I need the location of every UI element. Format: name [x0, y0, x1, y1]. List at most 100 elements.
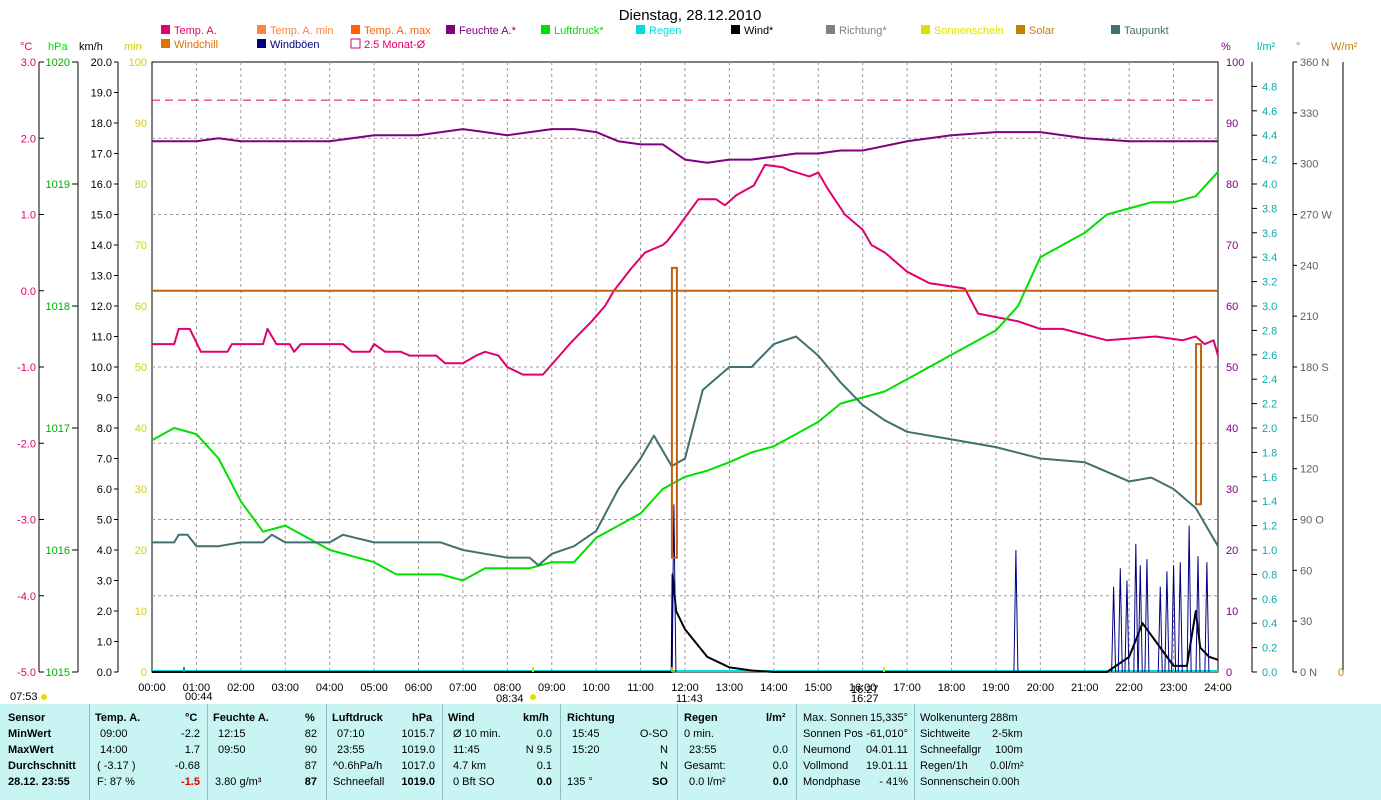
x-tick-label: 14:00	[760, 682, 788, 694]
hum-unit: %	[305, 712, 315, 724]
rain-amount: 0.0 l/m²	[689, 776, 726, 788]
temp-tick-label: 1.0	[21, 210, 36, 222]
series-luftdruck	[151, 171, 1219, 582]
rain-total-value: 0.0	[772, 760, 788, 772]
weather-chart: Dienstag, 28.12.2010 Temp. A.WindchillTe…	[10, 7, 1358, 704]
rain-unit: l/m²	[766, 712, 786, 724]
pressure-tick-label: 1020	[46, 57, 70, 69]
temp-unit: °C	[185, 712, 198, 724]
minutes-tick-label: 70	[135, 240, 147, 252]
solar-axis-unit: W/m²	[1331, 41, 1358, 53]
wind-run: 4.7 km	[453, 760, 487, 772]
x-tick-label: 01:00	[183, 682, 211, 694]
humidity-tick-label: 80	[1226, 179, 1238, 191]
humidity-tick-label: 60	[1226, 301, 1238, 313]
x-tick-label: 06:00	[405, 682, 433, 694]
rain-tick-label: 2.2	[1262, 399, 1277, 411]
temp-current-value: -1.5	[181, 776, 200, 788]
legend-label: Luftdruck*	[554, 25, 604, 37]
legend-swatch	[826, 25, 835, 34]
sun-max-label: Max. Sonnen	[803, 712, 868, 724]
direction-tick-label: 360 N	[1300, 57, 1329, 69]
wind-tick-label: 11.0	[91, 332, 112, 344]
dir-header: Richtung	[567, 712, 615, 724]
legend-label: Regen	[649, 25, 681, 37]
rain-tick-label: 4.8	[1262, 81, 1277, 93]
hum-current-value: 87	[304, 776, 317, 788]
hum-abs: 3.80 g/m³	[215, 776, 262, 788]
temp-avg-extra: ( -3.17 )	[97, 760, 136, 772]
rain-tick-label: 4.6	[1262, 106, 1277, 118]
hum-min-value: 82	[304, 728, 317, 740]
legend-label: Temp. A. min	[270, 25, 334, 37]
separator	[326, 704, 327, 800]
cloud-base-label: Wolkenunterg	[920, 712, 988, 724]
gust-spike	[1124, 580, 1130, 673]
x-tick-label: 18:00	[938, 682, 966, 694]
sun-pos-value: -61,010°	[866, 728, 908, 740]
pressure-tick-label: 1016	[46, 545, 70, 557]
legend-swatch	[731, 25, 740, 34]
gust-spike	[1177, 562, 1183, 673]
orange-range-bar	[670, 266, 678, 559]
humidity-tick-label: 10	[1226, 606, 1238, 618]
temp-tick-label: -1.0	[17, 362, 36, 374]
marker-time: 11:43	[676, 693, 703, 704]
wind-tick-label: 3.0	[97, 576, 112, 588]
rain-tick-label: 4.2	[1262, 155, 1277, 167]
x-tick-label: 16:00	[849, 682, 877, 694]
legend-swatch	[257, 25, 266, 34]
rain-rate-value: 0.0l/m²	[990, 760, 1024, 772]
series-temp-a	[152, 163, 1219, 376]
separator	[207, 704, 208, 800]
rain-tick-label: 2.6	[1262, 350, 1277, 362]
wind-tick-label: 8.0	[97, 423, 112, 435]
hum-max-value: 90	[304, 744, 317, 756]
rain-tick-label: 0.0	[1262, 667, 1277, 679]
sunshine-value: 0.00h	[992, 776, 1020, 788]
x-tick-label: 11:00	[627, 682, 654, 694]
gust-spike	[1117, 568, 1123, 673]
press-unit: hPa	[412, 712, 433, 724]
separator	[914, 704, 915, 800]
separator	[677, 704, 678, 800]
rain-current-value: 0.0	[772, 776, 788, 788]
rain-tick-label: 0.2	[1262, 643, 1277, 655]
grid	[151, 61, 1219, 673]
snowline-label: Schneefallgr	[920, 744, 982, 756]
x-tick-label: 17:00	[893, 682, 921, 694]
rain-total-label: Gesamt:	[684, 760, 726, 772]
direction-tick-label: 210	[1300, 311, 1318, 323]
legend-swatch	[541, 25, 550, 34]
dir-min-value: O-SO	[639, 728, 668, 740]
dir-avg-value: N	[660, 760, 668, 772]
rain-tick-label: 1.0	[1262, 545, 1277, 557]
cloud-base-value: 288m	[990, 712, 1018, 724]
legend-label: Wind*	[744, 25, 774, 37]
temp-max-value: 1.7	[184, 744, 200, 756]
minutes-tick-label: 60	[135, 301, 147, 313]
direction-tick-label: 60	[1300, 565, 1312, 577]
dir-min-time: 15:45	[572, 728, 600, 740]
rain-tick-label: 1.4	[1262, 496, 1277, 508]
legend-swatch	[350, 38, 361, 49]
legend-label: Taupunkt	[1124, 25, 1169, 37]
humidity-tick-label: 100	[1226, 57, 1244, 69]
visibility-value: 2-5km	[992, 728, 1023, 740]
humidity-tick-label: 40	[1226, 423, 1238, 435]
legend-swatch	[921, 25, 930, 34]
legend-swatch	[446, 25, 455, 34]
minutes-tick-label: 30	[135, 484, 147, 496]
gust-spike	[1186, 525, 1192, 673]
legend-swatch	[161, 39, 170, 48]
wind-unit: km/h	[523, 712, 549, 724]
legend-label: Windböen	[270, 39, 320, 51]
series-layer	[151, 99, 1219, 673]
temp-min-value: -2.2	[181, 728, 200, 740]
pressure-tick-label: 1015	[46, 667, 70, 679]
wind-header: Wind	[448, 712, 475, 724]
axis-units: °C hPa km/h min% l/m² ° W/m²	[20, 41, 1358, 53]
gust-spike	[1195, 556, 1201, 673]
legend-label: Sonnenschein	[934, 25, 1004, 37]
direction-tick-label: 270 W	[1300, 210, 1332, 222]
